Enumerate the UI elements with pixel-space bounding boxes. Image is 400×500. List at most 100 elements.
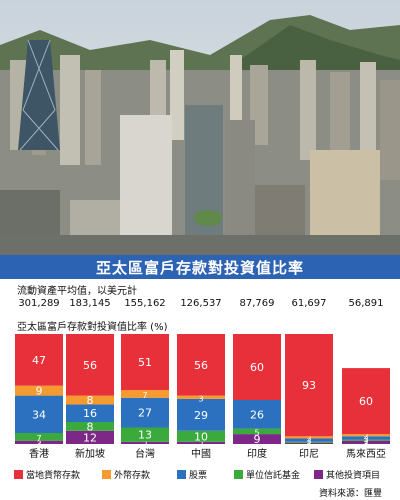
legend-item-local-deposits: 當地貨幣存款 [14,468,81,481]
legend-swatch [314,469,323,479]
city-skyline-photo [0,0,400,255]
bar-segment [285,442,333,444]
data-label: 60 [359,395,373,408]
bar-segment [342,439,390,441]
category-label: 台灣 [135,447,155,460]
bar-segment [66,430,114,444]
bar-segment [15,395,63,433]
bar-segment [233,400,281,429]
category-label: 中國 [191,447,211,460]
data-label: 8 [87,394,94,407]
liquid-assets-caption: 流動資產平均值，以美元計 [17,286,137,297]
bar-segment [177,395,225,399]
legend-item-unit-trusts: 單位信託基金 [234,468,301,481]
bar-segment [177,334,225,396]
source-note: 資料來源：匯豐 [318,489,382,499]
data-label: 9 [36,385,43,398]
data-label: 56 [194,359,208,372]
bar-segment [233,434,281,444]
chart-title: 亞太區富戶存款對投資值比率 [95,258,304,277]
bar-segment [285,441,333,443]
data-label: 47 [32,354,46,367]
bar-segment [15,440,63,444]
bar-segment [66,395,114,405]
bar-segment [15,334,63,386]
data-label: 2 [363,432,368,441]
legend-label: 其他投資項目 [326,470,381,481]
legend-swatch [102,469,111,479]
legend-item-foreign-deposits: 外幣存款 [102,468,150,481]
bar-segment [66,334,114,396]
bar-segment [15,385,63,396]
data-label: 56 [83,359,97,372]
data-label: 13 [138,429,152,442]
ratio-caption: 亞太區富戶存款對投資值比率 (%) [17,322,168,333]
bar-segment [233,334,281,400]
data-label: 1 [306,439,311,448]
category-label: 馬來西亞 [346,448,386,460]
data-label: 10 [194,430,208,443]
data-label: 2 [306,434,311,443]
bar-segment [121,334,169,391]
data-label: 8 [87,420,94,433]
legend-label: 股票 [189,470,208,481]
legend-label: 單位信託基金 [246,470,301,481]
legend-item-other-investments: 其他投資項目 [314,468,381,481]
bar-segment [342,436,390,440]
bar-segment [121,441,169,444]
bar-segment [66,404,114,422]
bar-segment [121,427,169,442]
bar-segment [15,433,63,441]
bar-segment [233,428,281,435]
legend: 當地貨幣存款 外幣存款 股票 單位信託基金 其他投資項目 [14,468,394,482]
bar-segment [66,422,114,431]
data-label: 7 [36,434,41,443]
data-label: 1 [363,437,368,446]
category-label: 香港 [29,448,49,460]
data-label: 16 [83,407,97,420]
data-label: 60 [250,361,264,374]
data-label: 26 [250,408,264,421]
data-label: 5 [254,428,259,437]
bar-segment [177,430,225,442]
bar-segment [177,398,225,431]
bar-segment [285,436,333,439]
liquid-asset-value: 301,289 [18,298,60,309]
liquid-asset-value: 87,769 [239,298,275,309]
liquid-asset-value: 155,162 [124,298,166,309]
data-label: 7 [142,391,147,400]
data-label: 29 [194,409,208,422]
data-label: 12 [83,431,97,444]
data-label: 3 [198,394,203,403]
bar-segment [121,390,169,398]
data-label: 3 [363,439,368,448]
liquid-asset-value: 61,697 [291,298,327,309]
bar-segment [342,440,390,444]
bar-segment [177,441,225,444]
data-label: 3 [36,439,41,448]
data-label: 1 [306,440,311,449]
title-bar: 亞太區富戶存款對投資值比率 [0,255,400,279]
skyline-illustration [0,0,400,255]
data-label: 9 [254,433,261,446]
data-label: 2 [142,440,147,449]
liquid-asset-value: 56,891 [348,298,384,309]
data-label: 3 [363,435,368,444]
data-label: 27 [138,407,152,420]
legend-swatch [177,469,186,479]
data-label: 2 [198,440,203,449]
data-label: 51 [138,356,152,369]
bar-segment [285,334,333,437]
legend-swatch [234,469,243,479]
legend-swatch [14,469,23,479]
bar-segment [121,397,169,428]
data-label: 93 [302,379,316,392]
legend-label: 當地貨幣存款 [26,470,81,481]
bar-segment [285,438,333,442]
category-label: 印度 [247,447,267,460]
legend-item-stocks: 股票 [177,468,208,481]
category-label: 印尼 [299,448,319,460]
liquid-asset-value: 183,145 [69,298,111,309]
bar-segment [342,434,390,437]
